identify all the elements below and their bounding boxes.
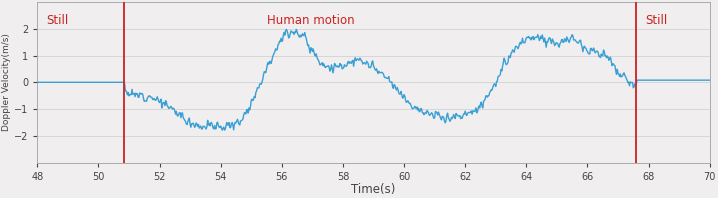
Text: Human motion: Human motion [266, 14, 354, 27]
X-axis label: Time(s): Time(s) [351, 183, 396, 196]
Text: Still: Still [47, 14, 69, 27]
Y-axis label: Doppler Velocity(m/s): Doppler Velocity(m/s) [2, 33, 11, 131]
Text: Still: Still [645, 14, 668, 27]
